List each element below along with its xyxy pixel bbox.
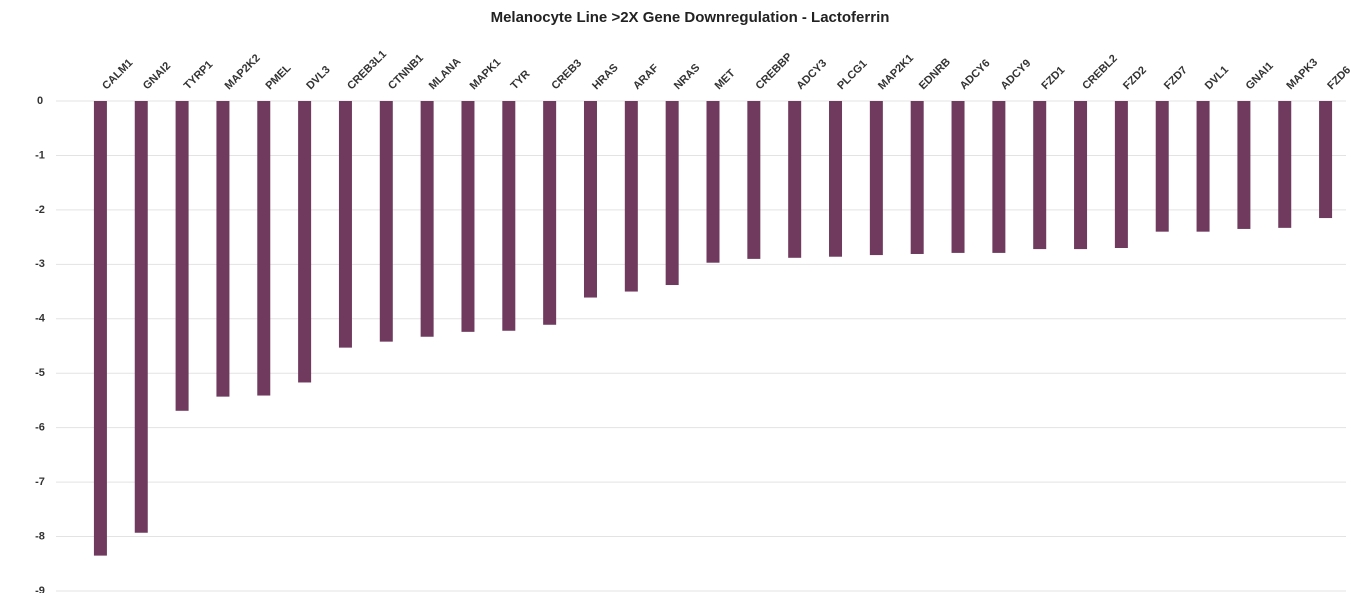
x-tick-label: GNAI2 xyxy=(141,60,173,92)
y-tick-label: -9 xyxy=(35,585,45,593)
bar xyxy=(461,101,475,332)
x-tick-label: ADCY6 xyxy=(958,57,993,92)
bar xyxy=(502,101,516,331)
x-tick-label: FZD6 xyxy=(1325,64,1352,92)
bar xyxy=(624,101,638,292)
bar xyxy=(1196,101,1210,232)
bar xyxy=(1319,101,1333,219)
x-tick-label: EDNRB xyxy=(917,56,953,92)
y-tick-label: -5 xyxy=(35,367,45,379)
bar xyxy=(1237,101,1251,229)
bar xyxy=(338,101,352,348)
y-tick-label: -7 xyxy=(35,476,45,488)
x-tick-label: NRAS xyxy=(672,62,703,93)
y-tick-label: -6 xyxy=(35,422,45,434)
bar xyxy=(869,101,883,256)
bar xyxy=(379,101,393,342)
bar xyxy=(829,101,843,257)
y-tick-label: -4 xyxy=(35,313,46,325)
bar xyxy=(257,101,271,396)
y-tick-label: -1 xyxy=(35,149,45,161)
bar xyxy=(216,101,230,397)
x-tick-label: CREBL2 xyxy=(1080,53,1120,93)
x-tick-label: MLANA xyxy=(427,56,464,93)
y-tick-label: -8 xyxy=(35,530,45,542)
x-tick-label: ARAF xyxy=(631,62,661,92)
x-tick-label: CALM1 xyxy=(100,57,135,92)
bar xyxy=(175,101,189,411)
bar xyxy=(665,101,679,286)
x-tick-label: TYR xyxy=(508,68,532,92)
x-tick-label: MAPK1 xyxy=(468,56,504,92)
x-tick-label: HRAS xyxy=(590,62,621,93)
y-tick-label: 0 xyxy=(37,95,43,107)
x-tick-label: FZD7 xyxy=(1162,64,1190,92)
x-tick-label: PMEL xyxy=(263,62,293,92)
x-tick-label: PLCG1 xyxy=(835,58,869,92)
x-tick-label: MET xyxy=(713,67,738,92)
bar xyxy=(992,101,1006,253)
bar xyxy=(1114,101,1128,248)
bar xyxy=(420,101,434,337)
bar xyxy=(1155,101,1169,232)
bar xyxy=(788,101,802,258)
x-tick-label: CTNNB1 xyxy=(386,52,426,92)
x-tick-label: MAPK3 xyxy=(1284,56,1320,92)
x-tick-label: FZD1 xyxy=(1039,64,1067,92)
x-tick-label: FZD2 xyxy=(1121,64,1149,92)
bar xyxy=(583,101,597,298)
bar xyxy=(543,101,557,325)
bar xyxy=(93,101,107,556)
x-tick-label: DVL1 xyxy=(1203,64,1231,92)
bar xyxy=(1278,101,1292,228)
x-tick-label: TYRP1 xyxy=(182,59,216,93)
bar xyxy=(910,101,924,254)
bar xyxy=(1033,101,1047,250)
bar xyxy=(134,101,148,533)
x-tick-label: ADCY3 xyxy=(794,57,829,92)
chart-title: Melanocyte Line >2X Gene Downregulation … xyxy=(491,9,890,26)
bar xyxy=(951,101,965,253)
bar xyxy=(706,101,720,263)
x-tick-label: CREB3L1 xyxy=(345,48,389,92)
x-tick-label: ADCY9 xyxy=(999,57,1034,92)
x-tick-label: MAP2K1 xyxy=(876,52,916,92)
bar xyxy=(298,101,312,383)
x-tick-label: DVL3 xyxy=(304,64,332,92)
bar xyxy=(747,101,761,259)
x-tick-label: CREB3 xyxy=(549,57,584,92)
x-tick-label: MAP2K2 xyxy=(223,52,263,92)
bar xyxy=(1074,101,1088,250)
x-tick-label: GNAI1 xyxy=(1244,60,1276,92)
y-tick-label: -3 xyxy=(35,258,45,270)
x-tick-label: CREBBP xyxy=(754,51,795,92)
y-tick-label: -2 xyxy=(35,204,45,216)
